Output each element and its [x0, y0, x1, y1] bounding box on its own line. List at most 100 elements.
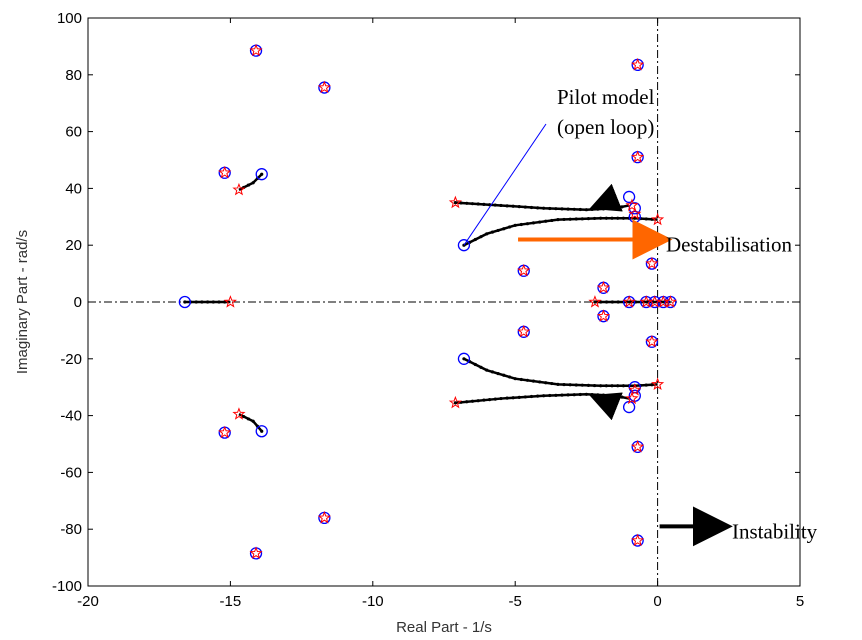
closed-loop-pole: [232, 182, 246, 196]
locus-point: [599, 300, 603, 304]
locus-point: [613, 394, 617, 398]
locus-point: [473, 237, 477, 242]
instability-label: Instability: [732, 519, 818, 543]
closed-loop-pole: [625, 198, 639, 212]
closed-loop-pole: [223, 295, 237, 308]
closed-loop-pole: [663, 295, 678, 308]
annotations: Pilot model (open loop) Destabilisation Ins…: [463, 85, 818, 547]
open-loop-pole: [178, 295, 191, 309]
locus-point: [200, 300, 204, 304]
y-tick-label: 0: [74, 294, 82, 311]
locus-point: [621, 384, 626, 388]
y-tick-label: 100: [57, 10, 82, 27]
locus-point: [616, 300, 620, 304]
locus-point: [616, 216, 620, 220]
locus-point: [487, 398, 492, 402]
closed-loop-pole: [317, 510, 331, 524]
locus-point: [465, 201, 469, 205]
locus-point: [542, 394, 546, 398]
locus-point: [476, 399, 480, 403]
closed-loop-pole: [631, 150, 645, 163]
open-loop-pole: [255, 425, 268, 438]
locus-point: [206, 300, 210, 304]
locus-point: [242, 414, 246, 419]
locus-point: [621, 216, 626, 220]
x-tick-label: 5: [796, 593, 804, 610]
locus-point: [542, 206, 546, 210]
locus-point: [496, 371, 500, 376]
locus-point: [578, 392, 582, 397]
locus-point: [523, 395, 527, 399]
locus-point: [538, 220, 542, 224]
locus-point: [554, 393, 558, 397]
locus-point: [482, 398, 486, 402]
closed-loop-pole: [596, 280, 611, 294]
locus-point: [513, 223, 517, 227]
closed-loop-pole: [317, 80, 331, 94]
locus-branches: [183, 172, 671, 433]
locus-point: [550, 381, 554, 386]
closed-loop-pole: [249, 546, 263, 559]
locus-point: [485, 232, 489, 236]
locus-point: [607, 393, 611, 398]
x-tick-label: -10: [362, 593, 384, 610]
locus-point: [535, 206, 540, 210]
locus-point: [505, 204, 509, 208]
locus-point: [568, 383, 572, 387]
locus-point: [465, 400, 469, 404]
axis-ticks: -20 -15 -10 -5 0 5 100 80 60 40 20 0 -20 -40 -60 -80 -10…: [52, 10, 804, 610]
locus-point: [535, 394, 540, 398]
locus-point: [566, 207, 570, 211]
locus-point: [246, 417, 251, 421]
closed-loop-poles: [218, 43, 678, 559]
locus-point: [476, 202, 480, 206]
locus-point: [590, 392, 594, 397]
locus-point: [519, 377, 523, 382]
y-tick-label: 20: [65, 237, 82, 254]
locus-point: [592, 383, 597, 388]
open-loop-pole: [255, 168, 268, 181]
closed-loop-pole: [625, 391, 639, 405]
locus-point: [470, 399, 475, 403]
locus-point: [493, 397, 497, 401]
locus-point: [566, 393, 570, 397]
x-tick-label: -15: [220, 593, 242, 610]
locus-point: [572, 393, 576, 397]
locus-point: [650, 383, 654, 387]
y-tick-label: -60: [60, 464, 82, 481]
locus-point: [586, 383, 591, 387]
locus-point: [462, 357, 466, 361]
x-tick-label: 0: [653, 593, 661, 610]
locus-point: [613, 206, 617, 210]
locus-point: [568, 217, 572, 221]
destabilisation-label: Destabilisation: [666, 233, 792, 257]
locus-point: [574, 383, 578, 387]
y-tick-label: -80: [60, 521, 82, 538]
closed-loop-pole: [628, 207, 642, 220]
locus-point: [548, 206, 552, 211]
locus-point: [453, 401, 457, 405]
locus-point: [593, 300, 597, 304]
locus-point: [580, 217, 584, 221]
locus-point: [511, 204, 515, 208]
locus-point: [531, 221, 536, 225]
locus-point: [644, 383, 648, 387]
locus-point: [550, 218, 554, 223]
locus-point: [217, 300, 221, 304]
closed-loop-pole: [645, 256, 659, 270]
closed-loop-pole: [448, 195, 462, 209]
locus-point: [538, 380, 542, 384]
closed-loop-pole: [622, 295, 636, 308]
locus-point: [610, 216, 614, 220]
closed-loop-pole: [588, 295, 602, 308]
locus-point: [607, 206, 611, 211]
locus-point: [507, 225, 512, 229]
pilot-model-pointer: [463, 123, 547, 246]
closed-loop-pole: [596, 309, 611, 322]
locus-point: [601, 393, 606, 397]
closed-loop-pole: [631, 439, 645, 453]
locus-point: [560, 207, 564, 211]
x-axis-label: Real Part - 1/s: [396, 619, 492, 636]
locus-point: [194, 300, 198, 304]
